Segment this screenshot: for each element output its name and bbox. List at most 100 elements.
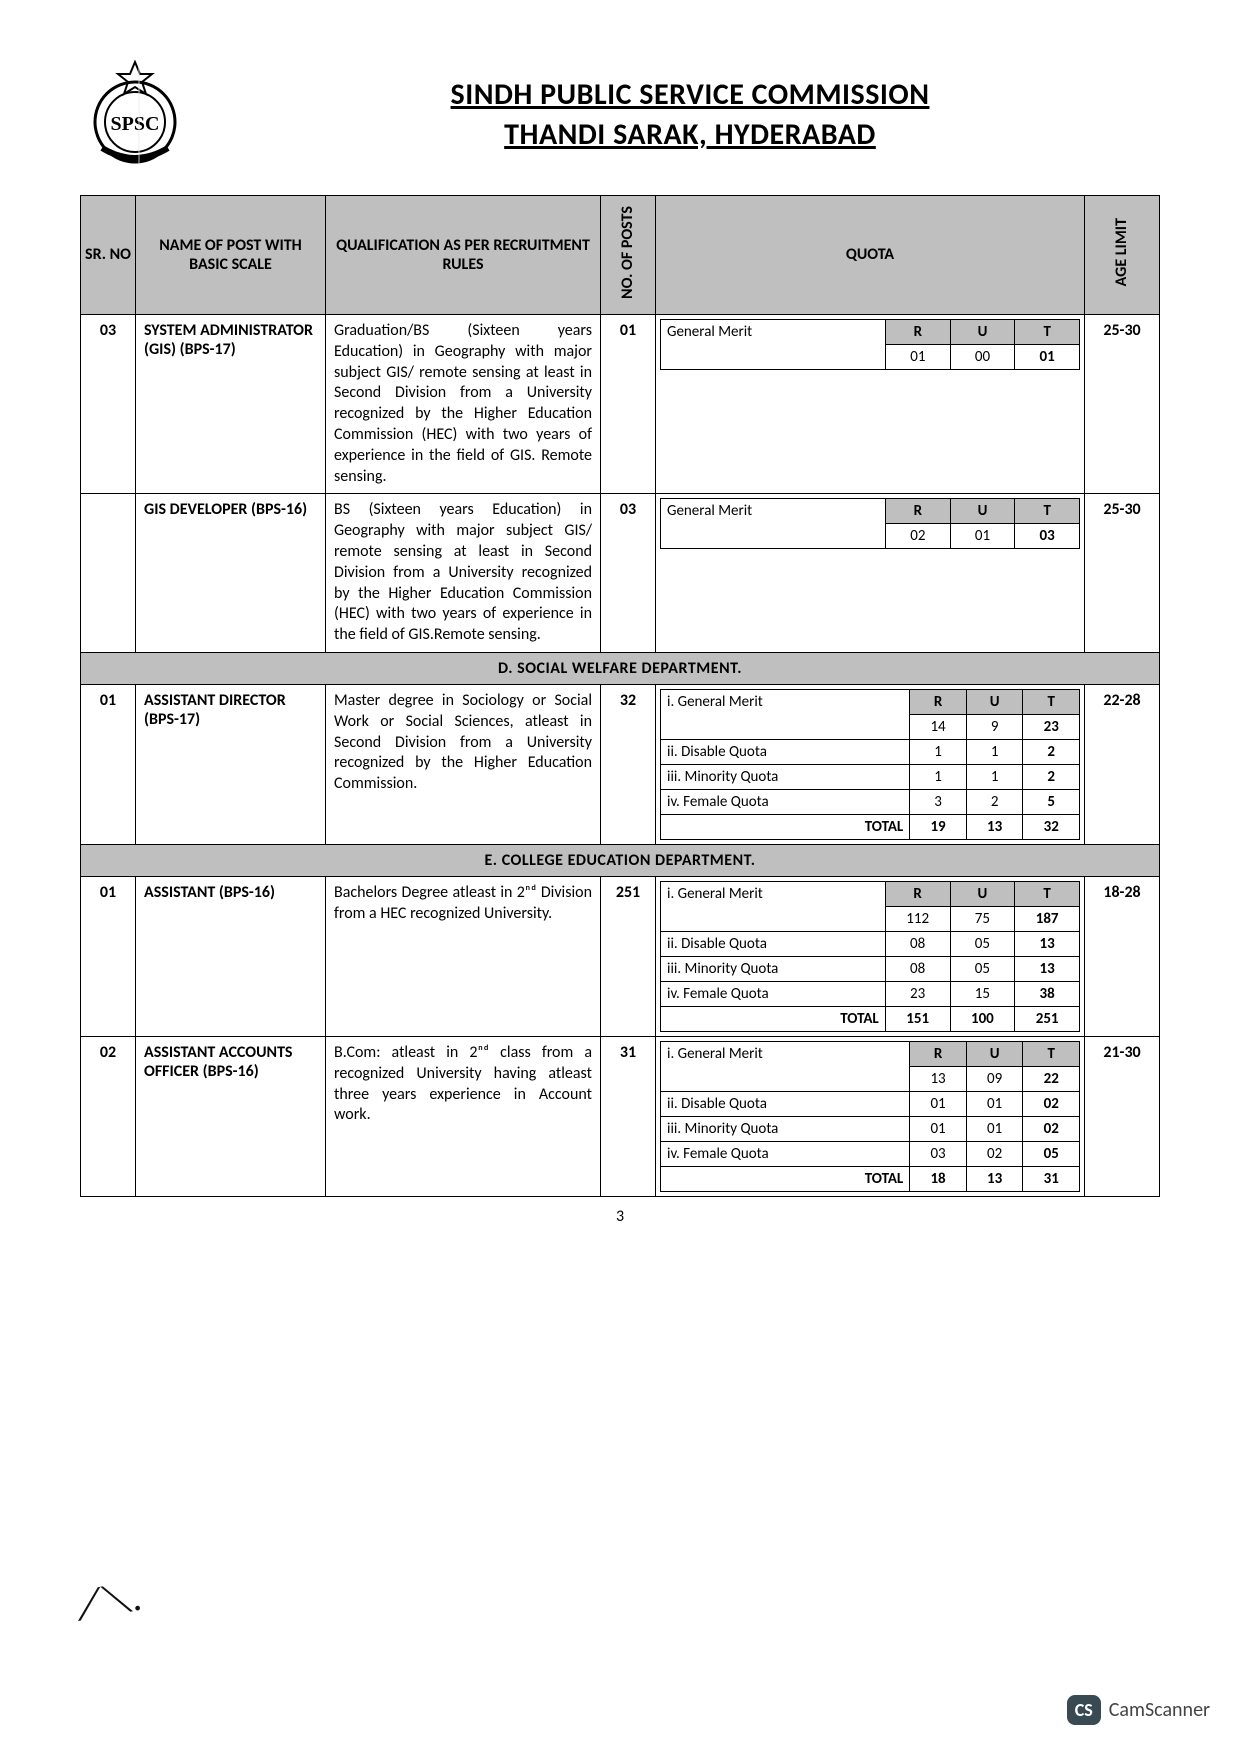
cell-sr: 01 <box>81 876 136 1036</box>
quota-r: 03 <box>910 1141 967 1166</box>
cell-sr: 02 <box>81 1036 136 1196</box>
quota-label: i. General Merit <box>661 881 886 931</box>
col-post: NAME OF POST WITH BASIC SCALE <box>136 196 326 315</box>
quota-subtable: i. General MeritRUT14923ii. Disable Quot… <box>660 689 1080 840</box>
quota-label: iii. Minority Quota <box>661 956 886 981</box>
quota-total-t: 251 <box>1015 1006 1080 1031</box>
quota-col-u: U <box>966 689 1023 714</box>
quota-total-u: 13 <box>966 814 1023 839</box>
cell-numposts: 01 <box>601 314 656 493</box>
quota-t: 02 <box>1023 1116 1080 1141</box>
quota-t: 13 <box>1015 931 1080 956</box>
cell-sr: 03 <box>81 314 136 493</box>
quota-r: 08 <box>885 931 950 956</box>
quota-col-r: R <box>885 881 950 906</box>
quota-u: 01 <box>950 524 1015 549</box>
quota-u: 15 <box>950 981 1015 1006</box>
cell-numposts: 251 <box>601 876 656 1036</box>
quota-t: 2 <box>1023 739 1080 764</box>
quota-u: 75 <box>950 906 1015 931</box>
quota-col-u: U <box>950 881 1015 906</box>
cell-post: ASSISTANT ACCOUNTS OFFICER (BPS-16) <box>136 1036 326 1196</box>
quota-label: General Merit <box>661 499 886 549</box>
page-number: 3 <box>80 1207 1160 1226</box>
quota-r: 23 <box>885 981 950 1006</box>
quota-label: i. General Merit <box>661 1041 910 1091</box>
section-title: D. SOCIAL WELFARE DEPARTMENT. <box>81 652 1160 684</box>
quota-subtable: i. General MeritRUT130922ii. Disable Quo… <box>660 1041 1080 1192</box>
quota-u: 9 <box>966 714 1023 739</box>
quota-t: 02 <box>1023 1091 1080 1116</box>
cell-post: GIS DEVELOPER (BPS-16) <box>136 494 326 653</box>
quota-col-t: T <box>1015 319 1080 344</box>
quota-u: 00 <box>950 344 1015 369</box>
quota-col-t: T <box>1015 881 1080 906</box>
quota-r: 01 <box>910 1116 967 1141</box>
quota-col-u: U <box>950 499 1015 524</box>
quota-label: iv. Female Quota <box>661 789 910 814</box>
watermark-text: CamScanner <box>1109 1698 1210 1722</box>
quota-r: 01 <box>886 344 951 369</box>
quota-total-label: TOTAL <box>661 814 910 839</box>
signature-mark: ⟋⟍. <box>71 1573 144 1631</box>
quota-subtable: General MeritRUT020103 <box>660 498 1080 549</box>
col-qual: QUALIFICATION AS PER RECRUITMENT RULES <box>326 196 601 315</box>
quota-u: 05 <box>950 931 1015 956</box>
cell-quota: i. General MeritRUT11275187ii. Disable Q… <box>656 876 1085 1036</box>
cell-post: SYSTEM ADMINISTRATOR (GIS) (BPS-17) <box>136 314 326 493</box>
cell-qualification: B.Com: atleast in 2ⁿᵈ class from a recog… <box>326 1036 601 1196</box>
quota-t: 22 <box>1023 1066 1080 1091</box>
quota-t: 23 <box>1023 714 1080 739</box>
col-age: AGE LIMIT <box>1085 196 1160 315</box>
cell-quota: General MeritRUT020103 <box>656 494 1085 653</box>
cell-qualification: Master degree in Sociology or Social Wor… <box>326 684 601 844</box>
cell-qualification: BS (Sixteen years Education) in Geograph… <box>326 494 601 653</box>
quota-label: iv. Female Quota <box>661 1141 910 1166</box>
quota-total-t: 31 <box>1023 1166 1080 1191</box>
table-row: 02ASSISTANT ACCOUNTS OFFICER (BPS-16)B.C… <box>81 1036 1160 1196</box>
title-line-2: THANDI SARAK, HYDERABAD <box>220 115 1160 156</box>
section-header-row: E. COLLEGE EDUCATION DEPARTMENT. <box>81 844 1160 876</box>
title-line-1: SINDH PUBLIC SERVICE COMMISSION <box>220 75 1160 116</box>
quota-label: i. General Merit <box>661 689 910 739</box>
quota-total-t: 32 <box>1023 814 1080 839</box>
quota-total-r: 18 <box>910 1166 967 1191</box>
quota-u: 1 <box>966 739 1023 764</box>
quota-r: 02 <box>886 524 951 549</box>
cell-numposts: 31 <box>601 1036 656 1196</box>
title-block: SINDH PUBLIC SERVICE COMMISSION THANDI S… <box>220 75 1160 156</box>
col-num: NO. OF POSTS <box>601 196 656 315</box>
cell-quota: i. General MeritRUT130922ii. Disable Quo… <box>656 1036 1085 1196</box>
quota-u: 02 <box>966 1141 1023 1166</box>
quota-total-u: 100 <box>950 1006 1015 1031</box>
table-row: 01ASSISTANT (BPS-16)Bachelors Degree atl… <box>81 876 1160 1036</box>
quota-u: 05 <box>950 956 1015 981</box>
cell-age: 25-30 <box>1085 314 1160 493</box>
page-fold-mark <box>0 0 140 165</box>
quota-r: 3 <box>910 789 967 814</box>
quota-total-r: 19 <box>910 814 967 839</box>
quota-label: ii. Disable Quota <box>661 739 910 764</box>
cell-quota: i. General MeritRUT14923ii. Disable Quot… <box>656 684 1085 844</box>
cell-age: 25-30 <box>1085 494 1160 653</box>
quota-subtable: i. General MeritRUT11275187ii. Disable Q… <box>660 881 1080 1032</box>
quota-total-label: TOTAL <box>661 1006 886 1031</box>
quota-col-u: U <box>950 319 1015 344</box>
quota-t: 38 <box>1015 981 1080 1006</box>
quota-label: iv. Female Quota <box>661 981 886 1006</box>
quota-t: 01 <box>1015 344 1080 369</box>
table-row: 01ASSISTANT DIRECTOR (BPS-17)Master degr… <box>81 684 1160 844</box>
quota-col-r: R <box>886 319 951 344</box>
cell-age: 22-28 <box>1085 684 1160 844</box>
quota-r: 112 <box>885 906 950 931</box>
section-title: E. COLLEGE EDUCATION DEPARTMENT. <box>81 844 1160 876</box>
quota-total-label: TOTAL <box>661 1166 910 1191</box>
quota-label: General Merit <box>661 319 886 369</box>
quota-r: 13 <box>910 1066 967 1091</box>
quota-r: 1 <box>910 764 967 789</box>
table-row: 03SYSTEM ADMINISTRATOR (GIS) (BPS-17)Gra… <box>81 314 1160 493</box>
cell-post: ASSISTANT (BPS-16) <box>136 876 326 1036</box>
quota-u: 01 <box>966 1091 1023 1116</box>
quota-u: 01 <box>966 1116 1023 1141</box>
cell-numposts: 03 <box>601 494 656 653</box>
